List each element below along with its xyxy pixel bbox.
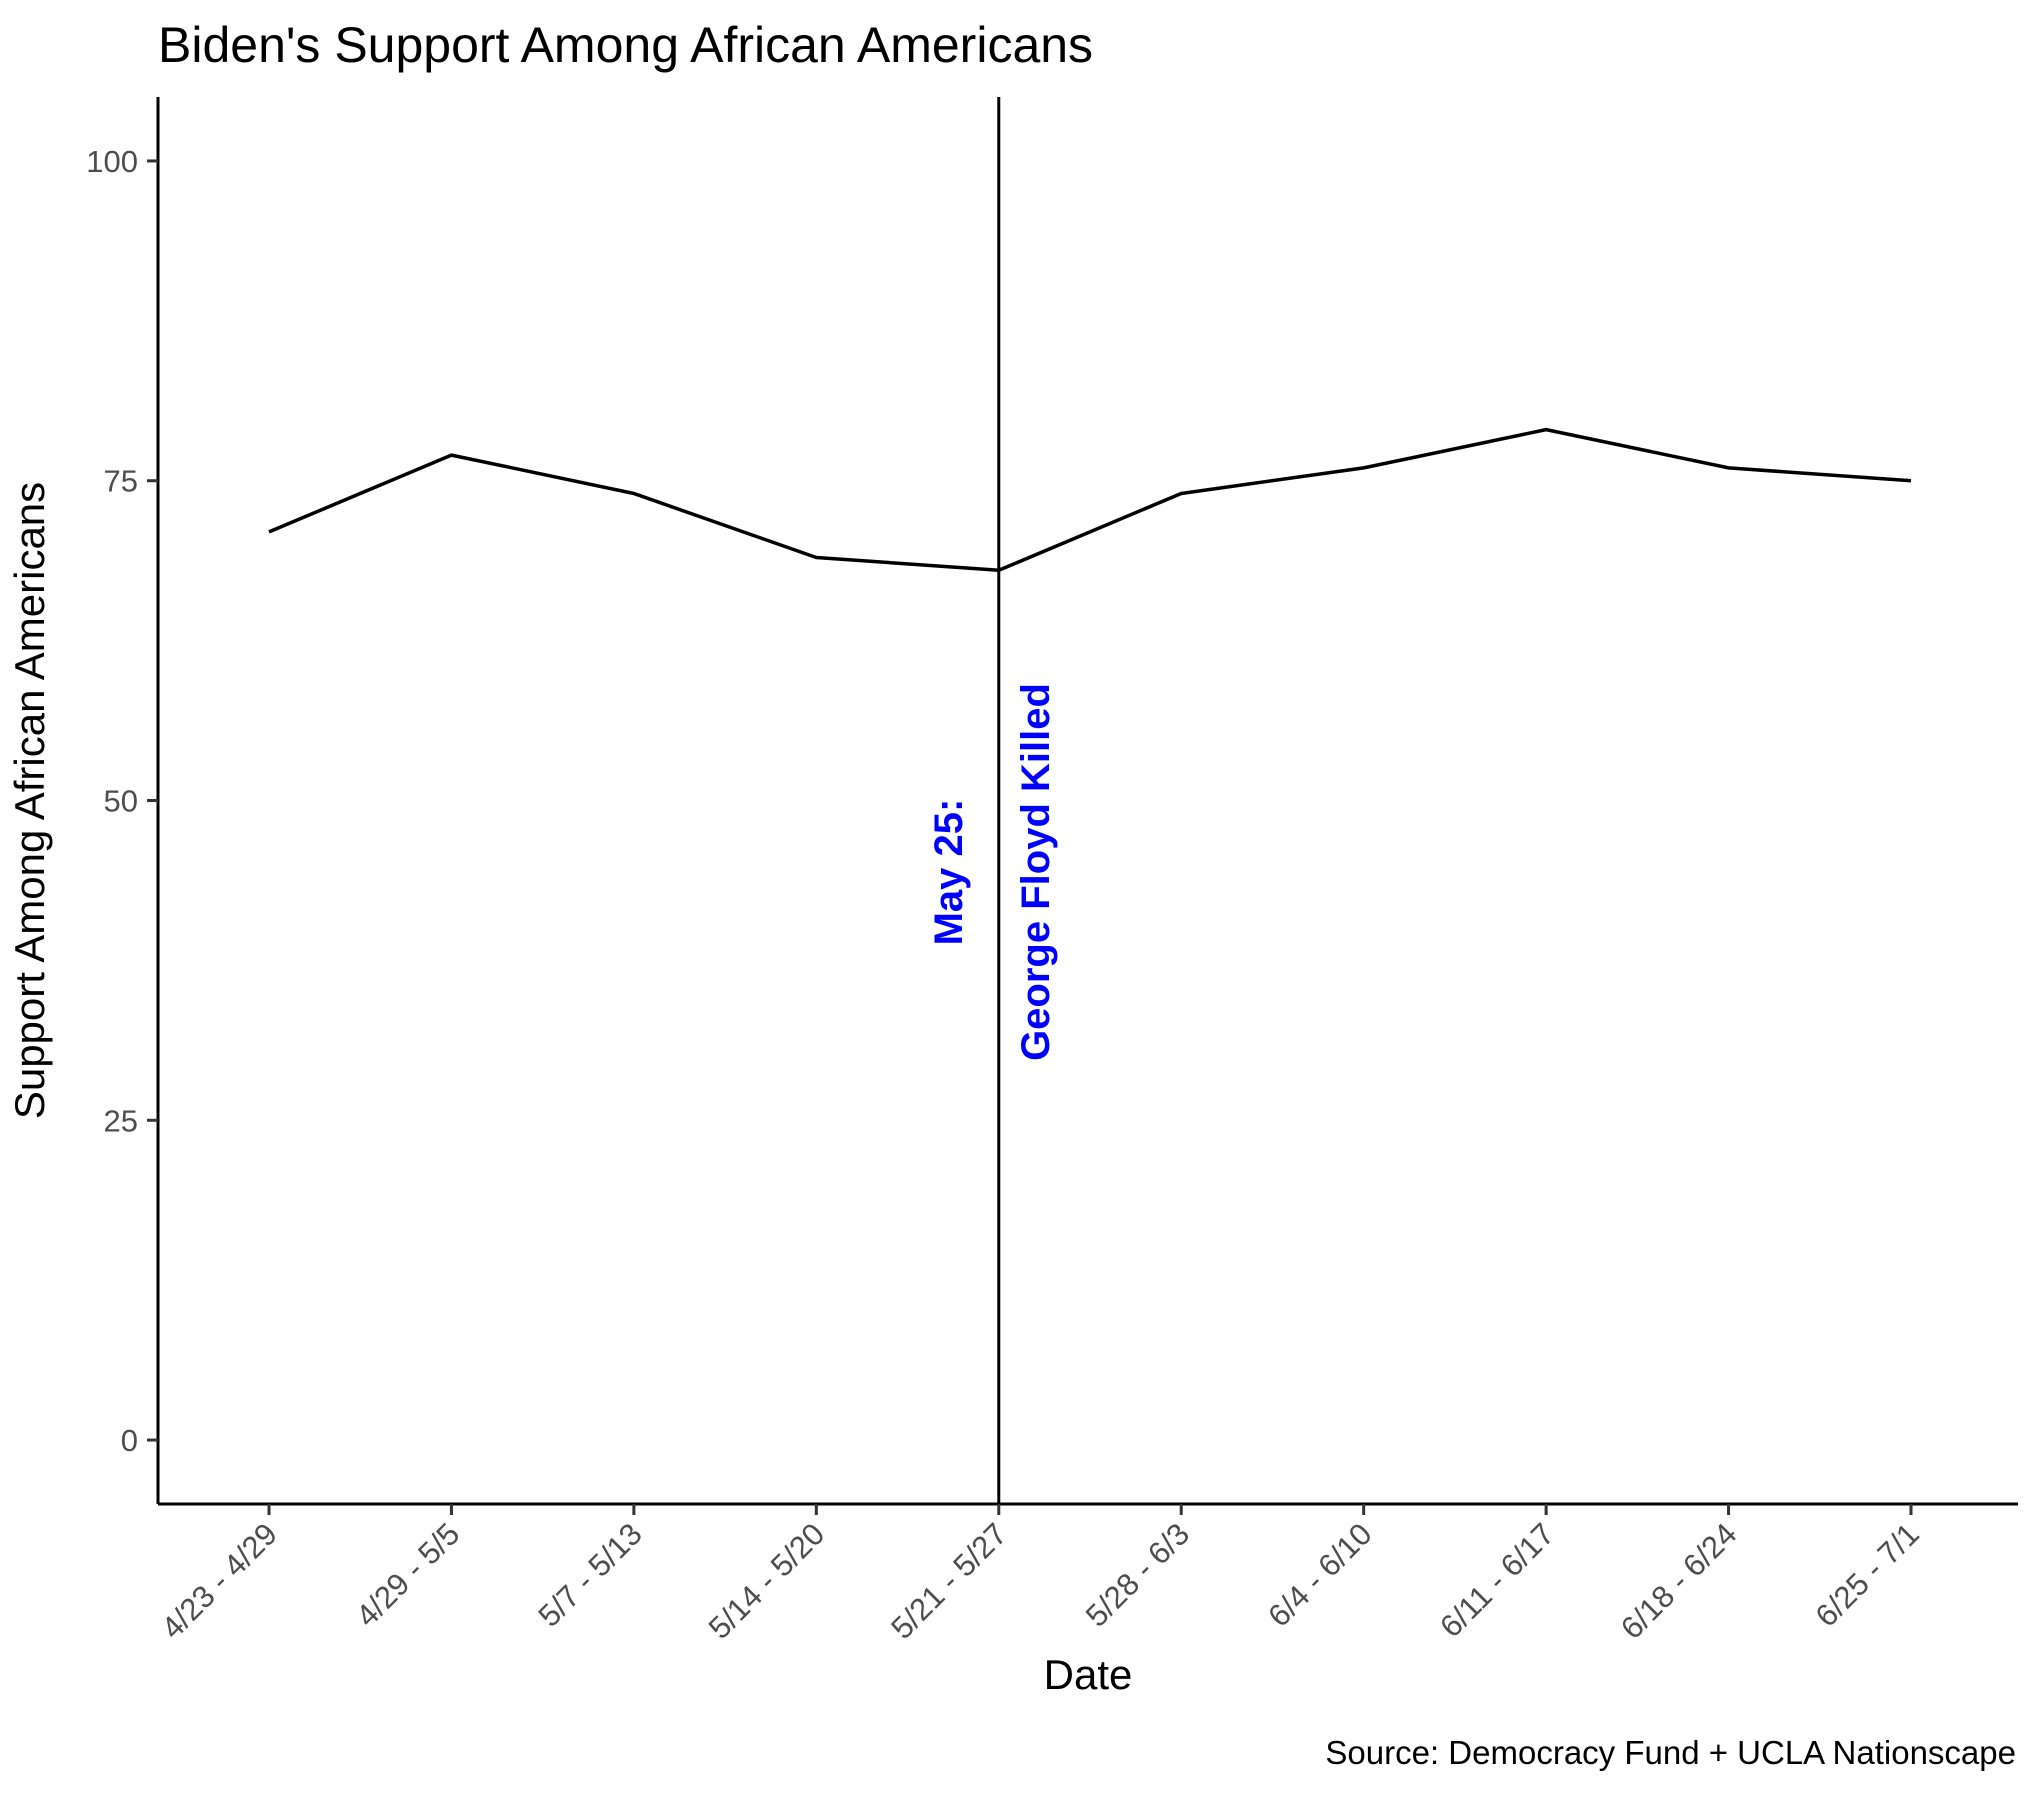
x-tick-label: 6/25 - 7/1	[1809, 1516, 1926, 1633]
x-tick-label: 5/7 - 5/13	[531, 1516, 648, 1633]
x-tick-label: 6/18 - 6/24	[1614, 1516, 1744, 1646]
y-tick-label: 100	[86, 144, 138, 179]
y-tick-label: 25	[104, 1103, 138, 1138]
y-tick-label: 50	[104, 784, 138, 819]
x-tick-label: 5/14 - 5/20	[702, 1516, 832, 1646]
annotation-event-label: George Floyd Killed	[1014, 683, 1058, 1061]
annotation-date-label: May 25:	[927, 799, 971, 946]
x-tick-label: 4/23 - 4/29	[154, 1516, 284, 1646]
plot-area: 0 25 50 75 100 4/23 - 4/29 4/29 - 5/5 5/7 - 5/1…	[86, 97, 2018, 1646]
x-tick-label: 6/4 - 6/10	[1261, 1516, 1378, 1633]
x-tick-label: 5/21 - 5/27	[884, 1516, 1014, 1646]
y-tick-label: 0	[121, 1423, 138, 1458]
x-axis-title: Date	[1044, 1651, 1133, 1698]
y-axis-title: Support Among African Americans	[6, 482, 53, 1119]
x-tick-label: 4/29 - 5/5	[349, 1516, 466, 1633]
y-tick-label: 75	[104, 464, 138, 499]
x-tick-label: 5/28 - 6/3	[1079, 1516, 1196, 1633]
source-caption: Source: Democracy Fund + UCLA Nationscap…	[1325, 1734, 2016, 1771]
x-tick-label: 6/11 - 6/17	[1433, 1516, 1561, 1644]
chart-title: Biden's Support Among African Americans	[158, 17, 1093, 73]
series-line	[268, 427, 1912, 573]
